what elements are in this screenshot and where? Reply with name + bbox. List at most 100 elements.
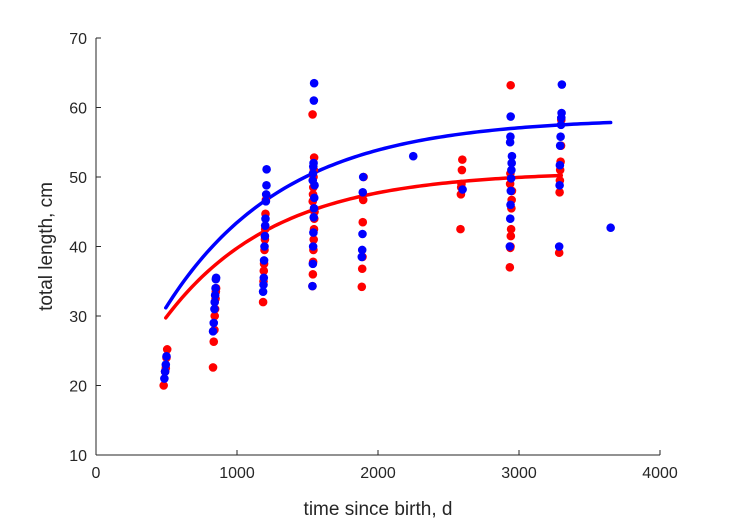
red-data-point <box>505 263 515 272</box>
y-tick-label: 20 <box>69 379 87 396</box>
blue-fit-curve <box>164 120 613 310</box>
x-tick-label: 4000 <box>642 465 678 482</box>
blue-data-point <box>309 203 319 213</box>
blue-data-point <box>308 242 318 251</box>
blue-data-point <box>162 352 171 361</box>
blue-data-point <box>557 80 567 89</box>
y-axis-ticks: 10 20 30 40 50 60 70 <box>69 31 101 465</box>
fit-curves <box>164 120 613 320</box>
x-tick-label: 3000 <box>501 465 537 482</box>
y-tick-label: 70 <box>69 31 87 48</box>
blue-data-point <box>260 231 270 241</box>
x-axis-label: time since birth, d <box>304 499 453 520</box>
red-data-point <box>357 264 367 274</box>
blue-data-point <box>309 158 318 168</box>
blue-data-point <box>555 141 565 151</box>
blue-data-point <box>308 259 318 269</box>
blue-data-point <box>556 132 565 141</box>
blue-data-point <box>358 229 367 239</box>
x-axis-ticks: 0 1000 2000 3000 4000 <box>92 450 678 482</box>
blue-data-point <box>260 242 269 251</box>
red-data-point <box>209 337 219 347</box>
blue-data-point <box>606 223 615 233</box>
blue-data-point <box>160 374 169 383</box>
blue-data-point <box>262 165 271 174</box>
y-axis-label: total length, cm <box>36 182 57 311</box>
blue-data-point <box>506 186 516 196</box>
blue-data-point <box>357 252 367 262</box>
red-data-point <box>456 224 465 234</box>
y-tick-label: 40 <box>69 240 87 257</box>
blue-data-point <box>160 367 170 376</box>
blue-data-point <box>506 174 516 183</box>
red-data-point <box>457 165 467 175</box>
blue-data-point <box>458 185 467 194</box>
blue-data-point <box>261 190 271 199</box>
y-tick-label: 10 <box>69 448 87 465</box>
blue-data-point <box>258 287 268 296</box>
blue-data-point <box>210 304 219 314</box>
red-data-point <box>308 110 317 119</box>
blue-data-point <box>309 228 318 237</box>
red-data-point <box>506 224 516 234</box>
blue-data-point <box>309 213 319 222</box>
blue-data-point <box>209 318 219 328</box>
y-tick-label: 30 <box>69 309 87 326</box>
blue-data-point <box>261 197 271 206</box>
red-data-point <box>357 282 367 292</box>
blue-data-point <box>308 169 318 178</box>
blue-data-point <box>309 78 319 88</box>
blue-data-point <box>309 96 319 105</box>
blue-data-point <box>505 214 515 223</box>
red-data-point <box>308 270 318 279</box>
blue-data-point <box>506 112 515 121</box>
red-data-point <box>159 381 168 390</box>
blue-data-point <box>211 273 221 283</box>
red-data-point <box>208 363 218 372</box>
blue-data-point <box>557 108 566 118</box>
blue-data-point <box>308 176 318 185</box>
data-points <box>159 78 615 390</box>
blue-data-point <box>555 181 564 190</box>
blue-data-point <box>358 172 368 182</box>
blue-data-point <box>358 187 368 197</box>
red-data-point <box>554 248 564 258</box>
blue-data-point <box>507 151 517 161</box>
blue-data-series <box>160 78 615 383</box>
blue-data-point <box>507 158 516 168</box>
blue-data-point <box>507 165 516 175</box>
blue-data-point <box>556 120 566 130</box>
blue-data-point <box>555 160 565 170</box>
blue-data-point <box>408 151 418 161</box>
blue-data-point <box>259 273 269 283</box>
blue-data-point <box>261 214 270 223</box>
blue-data-point <box>308 281 317 291</box>
plot-area <box>159 78 615 390</box>
blue-data-point <box>506 132 515 141</box>
x-tick-label: 1000 <box>219 465 255 482</box>
blue-data-point <box>505 242 515 251</box>
red-data-point <box>458 155 467 164</box>
blue-data-point <box>161 360 171 369</box>
blue-data-point <box>210 297 220 307</box>
red-data-point <box>162 345 172 354</box>
y-tick-label: 60 <box>69 101 87 118</box>
y-tick-label: 50 <box>69 170 87 187</box>
red-data-point <box>506 231 516 241</box>
blue-data-point <box>259 256 269 265</box>
red-data-point <box>309 235 319 244</box>
blue-data-point <box>259 280 268 290</box>
x-tick-label: 2000 <box>360 465 396 482</box>
red-data-point <box>258 297 268 307</box>
red-data-point <box>555 187 564 197</box>
blue-data-point <box>211 283 220 293</box>
red-data-point <box>358 217 368 227</box>
red-data-point <box>210 311 220 321</box>
blue-data-point <box>506 200 515 210</box>
blue-data-point <box>260 221 270 230</box>
blue-data-point <box>554 242 564 251</box>
red-data-point <box>259 266 269 276</box>
blue-data-point <box>262 181 271 190</box>
blue-data-point <box>357 245 367 255</box>
